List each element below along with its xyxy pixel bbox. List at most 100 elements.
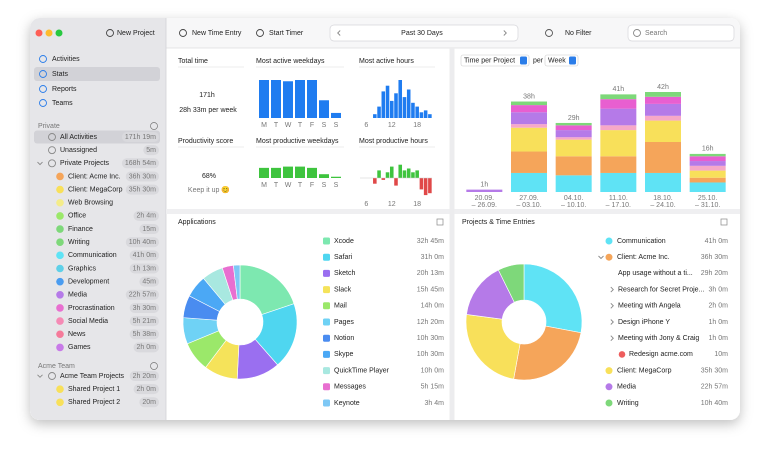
entry-name[interactable]: Design iPhone Y (618, 319, 670, 326)
time-pill (143, 145, 159, 156)
time-pill (125, 171, 159, 182)
row-label[interactable]: Shared Project 1 (68, 386, 120, 393)
start-timer-button[interactable]: Start Timer (269, 30, 304, 37)
bar (385, 172, 390, 178)
project-dot (56, 264, 64, 273)
row-label[interactable]: Client: Acme Inc. (68, 173, 121, 180)
bar (331, 176, 341, 178)
add-button[interactable] (150, 362, 158, 370)
time-pill (125, 289, 159, 300)
row-label[interactable]: Shared Project 2 (68, 399, 120, 406)
time-pill (133, 384, 159, 395)
row-label[interactable]: Web Browsing (68, 200, 113, 207)
row-label[interactable]: Unassigned (60, 147, 97, 154)
card-title: Total time (178, 58, 208, 65)
row-label[interactable]: Media (68, 292, 87, 299)
entry-time: 1h 0m (709, 335, 729, 342)
row-label[interactable]: Writing (68, 239, 90, 246)
bar-segment (689, 182, 726, 192)
row-label[interactable]: Client: MegaCorp (68, 186, 123, 193)
project-name[interactable]: Client: MegaCorp (617, 367, 672, 374)
nav-item[interactable]: Teams (52, 100, 73, 107)
bar-segment (511, 124, 547, 128)
entry-name[interactable]: Meeting with Jony & Craig (618, 335, 699, 342)
bar-segment (555, 137, 592, 140)
x-tick-label: 27.09. (519, 195, 539, 202)
x-tick-label: F (310, 182, 314, 189)
app-icon (323, 237, 330, 245)
row-label[interactable]: Games (68, 344, 91, 351)
bar (411, 172, 415, 178)
time-pill (125, 184, 159, 195)
minimize-button[interactable] (45, 29, 53, 37)
nav-item[interactable]: Activities (52, 56, 80, 63)
x-tick-label: 11.10. (609, 195, 628, 202)
row-time: 10h 40m (129, 239, 156, 246)
bar-segment (689, 165, 726, 171)
search-field[interactable] (627, 24, 735, 42)
bar (307, 80, 317, 118)
project-dot (56, 385, 64, 393)
select-arrow (520, 56, 527, 65)
project-time: 22h 57m (701, 384, 728, 391)
new-time-entry-button[interactable]: New Time Entry (192, 30, 242, 37)
bar (373, 114, 377, 118)
entry-name[interactable]: App usage without a ti... (618, 270, 693, 277)
row-time: 5h 38m (133, 331, 157, 338)
row-label[interactable]: Acme Team Projects (60, 373, 125, 380)
entry-time: 10m (714, 351, 728, 358)
date-range[interactable] (329, 24, 519, 42)
entry-time: 3h 0m (709, 286, 729, 293)
row-label[interactable]: Social Media (68, 318, 108, 325)
row-label[interactable]: Graphics (68, 265, 97, 272)
filter-button[interactable]: No Filter (565, 30, 592, 37)
entry-name[interactable]: Meeting with Angela (618, 303, 681, 310)
close-button[interactable] (35, 29, 43, 37)
bar (373, 178, 377, 184)
add-button[interactable] (150, 122, 158, 130)
row-label[interactable]: Office (68, 213, 86, 220)
new-project-button[interactable]: New Project (117, 30, 155, 37)
time-pill (139, 224, 159, 235)
row-label[interactable]: Procrastination (68, 305, 115, 312)
bar-segment (466, 189, 503, 192)
project-name[interactable]: Writing (617, 400, 639, 407)
project-name[interactable]: Communication (617, 238, 666, 245)
x-tick-label: 6 (364, 122, 368, 129)
row-label[interactable]: News (68, 331, 86, 338)
project-name[interactable]: Media (617, 384, 636, 391)
row-label[interactable]: All Activities (60, 134, 97, 141)
bar (402, 97, 407, 118)
bar-label: 38h (523, 93, 535, 100)
project-dot (56, 238, 64, 246)
share-button[interactable] (720, 218, 728, 226)
nav-item[interactable]: Reports (52, 86, 77, 93)
date-range-label[interactable]: Past 30 Days (401, 30, 443, 37)
entry-name[interactable]: Research for Secret Proje... (618, 286, 704, 293)
nav-item[interactable]: Stats (52, 71, 68, 78)
entry-name[interactable]: Redesign acme.com (629, 351, 693, 358)
project-dot (56, 398, 64, 407)
row-label[interactable]: Private Projects (60, 160, 110, 167)
total-time: 171h (199, 92, 215, 99)
x-tick-label: T (298, 122, 303, 129)
bar-segment (645, 96, 681, 104)
time-pill (133, 210, 159, 221)
icon (39, 85, 47, 93)
row-label[interactable]: Finance (68, 226, 93, 233)
row-label[interactable]: Development (68, 278, 109, 285)
project-dot (56, 225, 64, 233)
row-time: 20m (142, 399, 156, 406)
icon (39, 99, 47, 107)
time-pill (129, 371, 159, 381)
bar (259, 80, 269, 118)
project-select[interactable] (460, 54, 530, 67)
project-name[interactable]: Client: Acme Inc. (617, 254, 670, 261)
bar-segment (645, 103, 681, 116)
share-button[interactable] (436, 218, 444, 226)
zoom-button[interactable] (55, 29, 63, 37)
row-label[interactable]: Communication (68, 252, 117, 259)
per-label: per (533, 57, 544, 64)
